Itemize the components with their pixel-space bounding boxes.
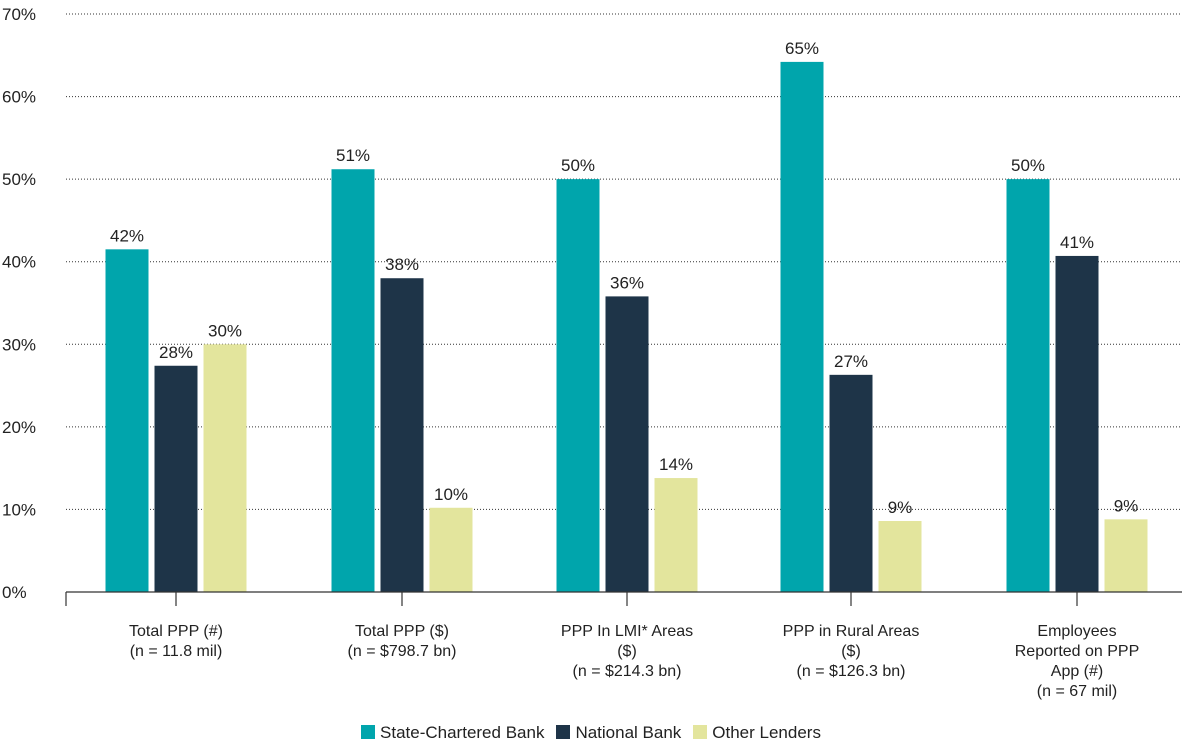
data-label: 65% [785, 39, 819, 58]
x-axis [65, 591, 1182, 606]
data-label: 9% [888, 498, 913, 517]
bar [429, 507, 473, 592]
data-label: 14% [659, 455, 693, 474]
bar [154, 365, 198, 592]
bar [654, 478, 698, 592]
category-label: PPP In LMI* Areas [561, 623, 693, 640]
category-label: ($) [841, 643, 861, 660]
legend-swatch [693, 725, 708, 739]
data-label: 51% [336, 146, 370, 165]
category-label: (n = 11.8 mil) [130, 643, 223, 660]
legend-label: Other Lenders [712, 723, 821, 742]
bar [105, 249, 149, 593]
legend-label: National Bank [575, 723, 682, 742]
y-tick-label: 40% [2, 253, 36, 272]
data-label: 50% [1011, 156, 1045, 175]
category-label: Total PPP ($) [355, 623, 449, 640]
bar [1104, 519, 1148, 592]
legend-swatch [556, 725, 571, 739]
y-tick-label: 10% [2, 500, 36, 519]
y-axis-tick-labels: 0% 10% 20% 30% 40% 50% 60% 70% [2, 5, 36, 602]
y-tick-label: 60% [2, 88, 36, 107]
category-label: (n = $214.3 bn) [573, 663, 682, 680]
category-label: Total PPP (#) [129, 623, 223, 640]
category-label: ($) [617, 643, 637, 660]
data-label: 42% [110, 226, 144, 245]
data-label: 9% [1114, 496, 1139, 515]
legend-item: National Bank [556, 723, 681, 743]
bar [1006, 179, 1050, 592]
category-labels: Total PPP (#) (n = 11.8 mil) Total PPP ($)… [129, 623, 1139, 700]
bar [780, 61, 824, 593]
data-label: 10% [434, 485, 468, 504]
category-label: PPP in Rural Areas [783, 623, 920, 640]
bar [878, 520, 922, 592]
data-label: 27% [834, 352, 868, 371]
y-tick-label: 70% [2, 5, 36, 24]
bar [829, 374, 873, 592]
category-label: Employees [1037, 623, 1116, 640]
bar [1055, 255, 1099, 593]
data-labels: 42% 51% 50% 65% 50% 28% 38% 36% 27% 41% 30% 10% 14% 9… [110, 39, 1138, 517]
data-label: 30% [208, 321, 242, 340]
data-label: 38% [385, 255, 419, 274]
bar [203, 344, 247, 592]
legend-item: Other Lenders [693, 723, 821, 743]
bars [105, 61, 1148, 593]
category-label: (n = $126.3 bn) [797, 663, 906, 680]
y-tick-label: 30% [2, 335, 36, 354]
legend-label: State-Chartered Bank [380, 723, 545, 742]
data-label: 36% [610, 273, 644, 292]
data-label: 28% [159, 343, 193, 362]
data-label: 50% [561, 156, 595, 175]
data-label: 41% [1060, 233, 1094, 252]
legend: State-Chartered Bank National Bank Other L… [0, 723, 1182, 743]
bar [380, 278, 424, 592]
bar [331, 169, 375, 592]
category-label: Reported on PPP [1015, 643, 1140, 660]
legend-swatch [361, 725, 376, 739]
y-tick-label: 0% [2, 583, 27, 602]
category-label: App (#) [1051, 663, 1103, 680]
category-label: (n = 67 mil) [1037, 683, 1117, 700]
bar [556, 179, 600, 592]
bar-chart: 0% 10% 20% 30% 40% 50% 60% 70% 42% 51% 50% 65% 50% 2… [2, 5, 1182, 700]
y-tick-label: 20% [2, 418, 36, 437]
category-label: (n = $798.7 bn) [348, 643, 457, 660]
bar [605, 296, 649, 592]
y-tick-label: 50% [2, 170, 36, 189]
legend-item: State-Chartered Bank [361, 723, 544, 743]
